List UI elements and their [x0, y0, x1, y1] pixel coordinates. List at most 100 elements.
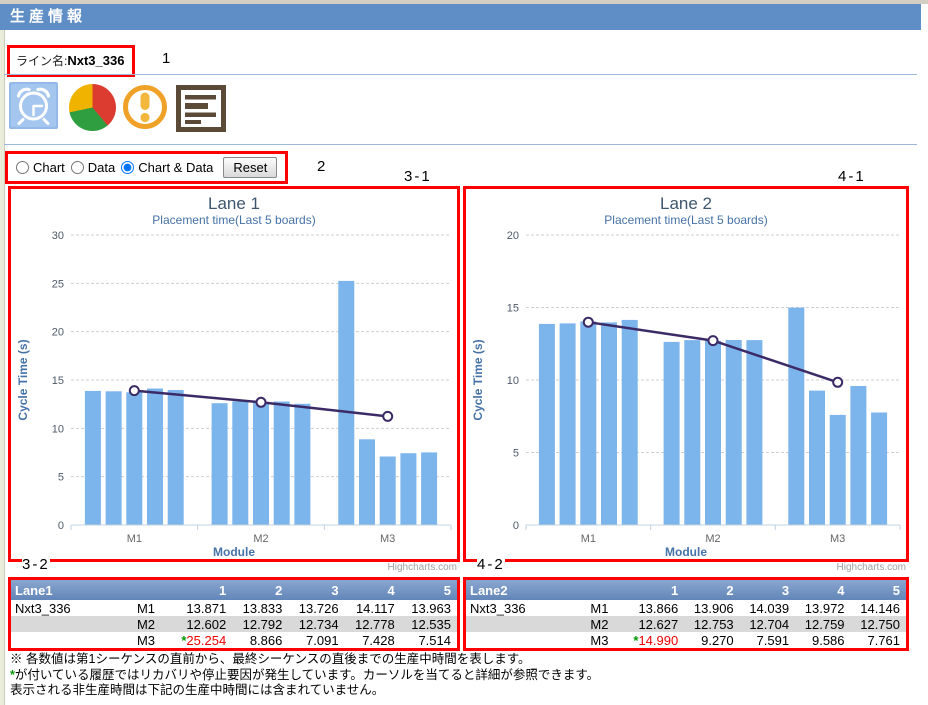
separator-top [4, 74, 917, 75]
value-cell: 14.146 [860, 600, 900, 616]
svg-text:15: 15 [507, 303, 519, 315]
report-icon [176, 85, 226, 132]
separator-toolbar [4, 144, 917, 145]
table-row: M3 *25.254 8.866 7.091 7.428 7.514 [11, 632, 457, 648]
lane2-table: Lane2 1 2 3 4 5 Nxt3_336 M1 13.866 13.90… [466, 580, 906, 648]
svg-text:15: 15 [52, 375, 64, 387]
board-col-4: 4 [344, 580, 401, 600]
lane2-table-title: Lane2 [466, 580, 581, 600]
note-line-3: 表示される非生産時間は下記の生産中時間には含まれていません。 [10, 683, 385, 697]
table-row: M3 *14.990 9.270 7.591 9.586 7.761 [466, 632, 906, 648]
board-col-3: 3 [288, 580, 345, 600]
line-name-value: Nxt3_336 [67, 53, 125, 68]
module-cell: M2 [590, 616, 609, 632]
table-row: M2 12.627 12.753 12.704 12.759 12.750 [466, 616, 906, 632]
chart-and-data-radio[interactable] [121, 161, 135, 174]
value-cell: 7.591 [756, 632, 790, 648]
svg-text:Placement time(Last 5 boards): Placement time(Last 5 boards) [604, 213, 767, 227]
line-name-label: ライン名: [16, 54, 68, 68]
value-cell: 7.428 [362, 632, 395, 648]
lane1-chart[interactable]: 0 5 10 15 20 25 30 M1 M2 M3 Lane 1 Placement time(L… [11, 189, 457, 559]
svg-text:Lane 2: Lane 2 [660, 194, 712, 213]
lane1-highcharts-credit: Highcharts.com [387, 562, 457, 573]
svg-text:10: 10 [52, 423, 64, 435]
annotation-2: 2 [317, 158, 328, 175]
pie-chart-tab-button[interactable] [69, 84, 116, 131]
annotation-3-2: 3-2 [22, 556, 50, 573]
value-cell: 13.866 [638, 600, 679, 616]
lane1-chart-box: 0 5 10 15 20 25 30 M1 M2 M3 Lane 1 Placement time(L… [8, 186, 460, 562]
module-cell: M2 [136, 616, 156, 632]
svg-text:Cycle Time (s): Cycle Time (s) [16, 339, 30, 420]
module-cell: M1 [136, 600, 156, 616]
note-line-2: *が付いている履歴ではリカバリや停止要因が発生しています。カーソルを当てると詳細… [10, 667, 600, 682]
module-cell: M3 [590, 632, 609, 648]
alert-tab-button[interactable] [122, 84, 168, 130]
svg-text:20: 20 [52, 327, 64, 339]
module-column-header [580, 580, 629, 600]
value-cell: 12.704 [749, 616, 790, 632]
lane1-table: Lane1 1 2 3 4 5 Nxt3_336 M1 13.871 13.83… [11, 580, 457, 648]
value-cell: 14.039 [749, 600, 790, 616]
module-cell: M1 [590, 600, 609, 616]
value-cell: 9.270 [701, 632, 734, 648]
report-tab-button[interactable] [176, 85, 226, 132]
value-cell: 13.871 [186, 600, 227, 616]
window-left-edge [0, 4, 5, 705]
svg-text:Cycle Time (s): Cycle Time (s) [471, 339, 485, 420]
svg-text:Placement time(Last 5 boards): Placement time(Last 5 boards) [152, 213, 315, 227]
chart-and-data-radio-label: Chart & Data [138, 160, 214, 175]
line-name-cell: Nxt3_336 [470, 600, 526, 616]
board-col-3: 3 [739, 580, 796, 600]
recovery-flag-asterisk: * [181, 632, 187, 648]
svg-text:20: 20 [507, 230, 519, 242]
data-radio-label: Data [87, 160, 116, 175]
view-mode-chart-and-data[interactable]: Chart & Data [121, 160, 213, 175]
cycle-time-tab-button[interactable] [7, 80, 60, 131]
chart-radio-label: Chart [33, 160, 65, 175]
svg-text:M2: M2 [253, 533, 268, 545]
svg-text:M3: M3 [380, 533, 395, 545]
alert-icon [123, 85, 167, 129]
board-col-5: 5 [850, 580, 906, 600]
svg-text:Module: Module [665, 545, 707, 559]
alarm-clock-icon [9, 82, 58, 129]
value-cell: 12.734 [298, 616, 339, 632]
footer-notes: ※ 各数値は第1シーケンスの直前から、最終シーケンスの直後までの生産中時間を表し… [10, 652, 599, 699]
view-mode-chart[interactable]: Chart [16, 160, 65, 175]
flagged-value-cell[interactable]: *25.254 [181, 632, 227, 648]
view-mode-group: Chart Data Chart & Data Reset [5, 151, 289, 184]
value-cell: 7.761 [867, 632, 900, 648]
flagged-value-cell[interactable]: *14.990 [633, 632, 679, 648]
reset-button[interactable]: Reset [223, 157, 278, 178]
svg-text:10: 10 [507, 375, 519, 387]
svg-text:Lane 1: Lane 1 [208, 194, 260, 213]
lane2-table-box: Lane2 1 2 3 4 5 Nxt3_336 M1 13.866 13.90… [463, 577, 909, 651]
lane1-table-title: Lane1 [11, 580, 127, 600]
value-cell: 7.091 [306, 632, 339, 648]
table-header-row: Lane2 1 2 3 4 5 [466, 580, 906, 600]
annotation-1: 1 [162, 50, 173, 67]
value-cell: 13.726 [298, 600, 339, 616]
module-column-header [126, 580, 176, 600]
annotation-3-1: 3-1 [404, 168, 432, 185]
note-prefix: ※ [10, 652, 23, 666]
table-row: M2 12.602 12.792 12.734 12.778 12.535 [11, 616, 457, 632]
value-cell: 13.972 [804, 600, 845, 616]
recovery-flag-asterisk: * [633, 632, 639, 648]
data-radio[interactable] [70, 161, 84, 174]
page-title: 生産情報 [0, 4, 921, 30]
svg-text:0: 0 [513, 520, 519, 532]
lane2-chart-box: 0 5 10 15 20 M1 M2 M3 Lane 2 Placement time(Last … [463, 186, 909, 562]
note-line-1: ※ 各数値は第1シーケンスの直前から、最終シーケンスの直後までの生産中時間を表し… [10, 652, 531, 666]
svg-text:5: 5 [58, 472, 64, 484]
chart-radio[interactable] [16, 161, 29, 174]
lane2-chart[interactable]: 0 5 10 15 20 M1 M2 M3 Lane 2 Placement time(Last … [466, 189, 906, 559]
value-cell: 8.866 [249, 632, 283, 648]
value-cell: 12.759 [804, 616, 845, 632]
value-cell: 12.627 [638, 616, 679, 632]
svg-text:M1: M1 [127, 533, 142, 545]
view-mode-data[interactable]: Data [70, 160, 116, 175]
value-cell: 13.963 [411, 600, 451, 616]
